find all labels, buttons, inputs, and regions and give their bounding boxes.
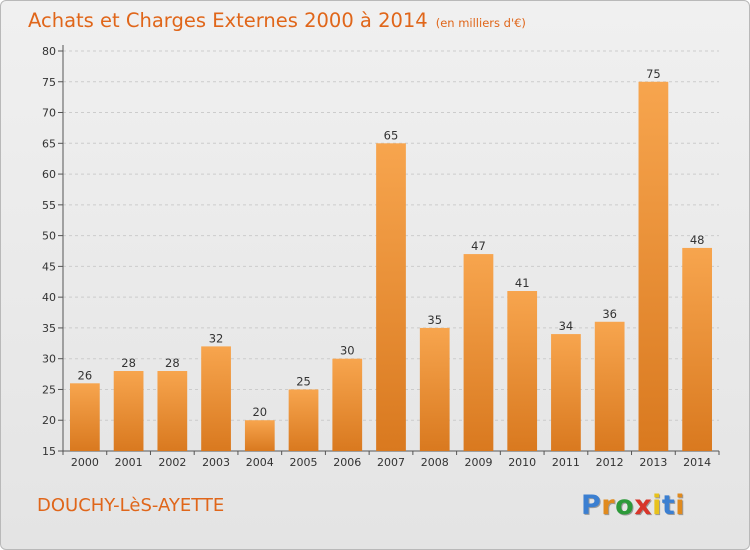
- bar-value-label: 48: [690, 233, 705, 247]
- bar-value-label: 75: [646, 67, 661, 81]
- logo-letter: t: [661, 490, 676, 521]
- y-tick-label: 80: [42, 45, 56, 58]
- y-tick-label: 50: [42, 230, 56, 243]
- commune-name: DOUCHY-LèS-AYETTE: [37, 495, 225, 516]
- y-tick-label: 75: [42, 76, 56, 89]
- bar: [551, 334, 581, 451]
- chart-title: Achats et Charges Externes 2000 à 2014 (e…: [28, 9, 526, 32]
- bar: [69, 383, 100, 451]
- x-tick-label: 2002: [158, 456, 186, 469]
- bar-value-label: 36: [602, 307, 617, 321]
- x-tick-label: 2000: [71, 456, 99, 469]
- y-tick-label: 45: [42, 260, 56, 273]
- title-text: Achats et Charges Externes 2000 à 2014: [28, 9, 428, 32]
- y-tick-label: 55: [42, 199, 56, 212]
- bar: [638, 81, 669, 452]
- x-tick-label: 2007: [377, 456, 405, 469]
- bar: [376, 143, 406, 452]
- x-tick-label: 2003: [202, 456, 230, 469]
- logo-letter: P: [581, 490, 602, 521]
- bar-value-label: 25: [296, 374, 311, 388]
- logo-letter: r: [601, 490, 616, 521]
- logo-letter: i: [675, 490, 686, 521]
- bar: [419, 327, 450, 451]
- bar: [288, 389, 319, 451]
- y-tick-label: 65: [42, 137, 56, 150]
- x-tick-label: 2009: [464, 456, 492, 469]
- labels: 15 20 25 30 35 40 45 50 55 60 65 70 75 80 26 2000 28 2001…: [42, 45, 711, 469]
- bar: [594, 321, 625, 451]
- bar: [113, 371, 144, 451]
- bar: [157, 371, 188, 451]
- x-tick-label: 2011: [552, 456, 580, 469]
- bar: [332, 358, 363, 451]
- bar-value-label: 34: [559, 319, 574, 333]
- logo-letter: x: [634, 490, 653, 521]
- x-tick-label: 2006: [333, 456, 361, 469]
- y-tick-label: 30: [42, 353, 56, 366]
- y-tick-label: 40: [42, 291, 56, 304]
- bar-value-label: 32: [209, 331, 224, 345]
- x-tick-label: 2001: [115, 456, 143, 469]
- x-tick-label: 2014: [683, 456, 711, 469]
- proxiti-logo: Proxiti: [581, 490, 685, 521]
- y-tick-label: 35: [42, 322, 56, 335]
- bars: [69, 81, 713, 452]
- logo-letter: o: [615, 490, 635, 521]
- x-tick-label: 2010: [508, 456, 536, 469]
- logo-letter: i: [652, 490, 662, 521]
- bar: [507, 291, 538, 451]
- y-tick-label: 20: [42, 414, 56, 427]
- bar-value-label: 47: [471, 239, 486, 253]
- x-tick-label: 2004: [246, 456, 274, 469]
- bar-value-label: 28: [165, 356, 180, 370]
- unit-text: (en milliers d'€): [435, 16, 526, 30]
- y-tick-label: 70: [42, 107, 56, 120]
- bar-value-label: 65: [384, 128, 399, 142]
- bar-value-label: 35: [427, 313, 442, 327]
- bar-value-label: 28: [121, 356, 136, 370]
- bar-value-label: 20: [252, 405, 267, 419]
- bar: [463, 254, 494, 451]
- x-tick-label: 2005: [290, 456, 318, 469]
- bar: [682, 247, 713, 451]
- y-tick-label: 60: [42, 168, 56, 181]
- y-tick-label: 15: [42, 445, 56, 458]
- x-tick-label: 2008: [421, 456, 449, 469]
- y-tick-label: 25: [42, 383, 56, 396]
- bar-value-label: 30: [340, 344, 355, 358]
- bar: [201, 346, 231, 451]
- x-tick-label: 2012: [596, 456, 624, 469]
- bar-value-label: 41: [515, 276, 530, 290]
- x-tick-label: 2013: [639, 456, 667, 469]
- bar: [244, 420, 275, 451]
- bar-value-label: 26: [78, 368, 93, 382]
